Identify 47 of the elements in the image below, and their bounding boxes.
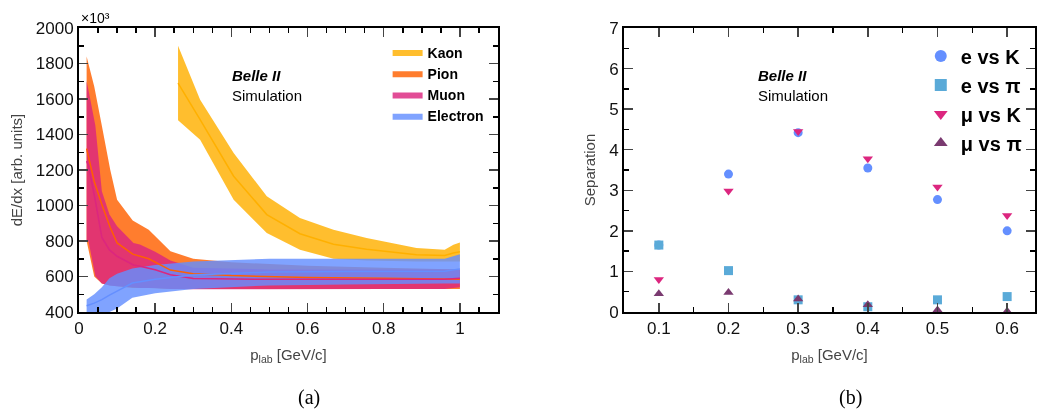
y-tick-label: 7 [609,18,619,38]
y-tick-label: 2000 [35,18,74,38]
y-tick-label: 1200 [35,160,74,180]
y-tick-label: 5 [609,100,619,120]
x-tick-label: 0.3 [786,319,810,339]
y-tick-label: 4 [609,140,619,160]
y-tick-label: 3 [609,181,619,201]
x-axis-title: p$_{lab}$ [GeV/c] [250,345,327,366]
y-tick-label: 2 [609,221,619,241]
text: (b) [839,386,863,409]
legend-label: Pion [427,65,458,82]
legend-label: Kaon [427,44,463,61]
y-tick-label: 600 [45,267,74,287]
legend-label: e vs π [960,74,1021,97]
x-tick-label: 1 [455,319,465,339]
legend-label: Muon [427,86,465,103]
text: (a) [298,386,321,409]
y-tick-label: 1400 [35,125,74,145]
x-tick-label: 0.1 [647,319,671,339]
x-tick-label: 0.4 [219,319,244,339]
x-axis-title: p$_{lab}$ [GeV/c] [791,345,868,366]
y-axis-title: Separation [580,133,598,207]
legend-label: e vs K [960,45,1021,68]
legend-label: Electron [427,108,484,125]
legend-label: μ vs K [960,103,1022,126]
x-tick-label: 0.5 [925,319,950,339]
y-tick-label: 400 [45,302,74,322]
x-tick-label: 0.2 [143,319,167,339]
x-tick-label: 0.2 [716,319,741,339]
annotation: Simulation [758,87,829,104]
x-tick-label: 0.8 [371,319,396,339]
x-tick-label: 0.6 [995,319,1019,339]
x-tick-label: 0.6 [295,319,320,339]
y-tick-label: 1800 [35,54,74,74]
y-tick-label: 1600 [35,89,74,109]
y-tick-label: 0 [609,302,619,322]
x-tick-label: 0.4 [855,319,880,339]
y-tick-label: 1000 [35,196,74,216]
y-axis-title: dE/dx [arb. units] [7,113,25,227]
annotation: Belle II [758,67,808,84]
text: ×10³ [81,10,110,26]
y-tick-label: 1 [609,262,619,282]
y-tick-label: 800 [45,231,74,251]
annotation: Belle II [232,67,282,84]
y-tick-label: 6 [609,59,619,79]
legend-label: μ vs π [960,132,1022,155]
annotation: Simulation [232,87,303,104]
